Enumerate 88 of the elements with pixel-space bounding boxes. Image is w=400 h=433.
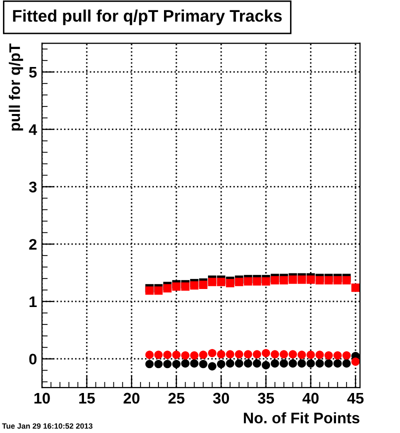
point	[145, 360, 154, 368]
x-tick-label: 20	[124, 392, 140, 404]
point	[324, 351, 333, 360]
point	[163, 350, 172, 359]
point	[342, 276, 351, 284]
point	[333, 359, 342, 368]
y-axis-title: pull for q/pT	[8, 43, 24, 131]
point	[262, 277, 270, 286]
point	[288, 359, 297, 368]
x-axis-title: No. of Fit Points	[244, 412, 360, 424]
point	[316, 359, 324, 368]
x-tick-label: 40	[302, 392, 319, 404]
point	[270, 350, 280, 358]
point	[216, 350, 226, 358]
point	[288, 350, 297, 358]
point	[262, 360, 270, 370]
point	[316, 350, 324, 359]
y-tick-label: 2	[29, 238, 37, 250]
point	[190, 359, 198, 368]
chart-title: Fitted pull for q/pT Primary Tracks	[13, 10, 282, 26]
point	[199, 350, 208, 359]
point	[154, 360, 163, 368]
point	[270, 276, 280, 284]
y-tick-label: 4	[28, 124, 38, 135]
point	[226, 350, 234, 358]
point	[351, 284, 360, 292]
point	[181, 359, 190, 368]
point	[154, 350, 163, 359]
point	[199, 360, 208, 368]
point	[208, 362, 216, 370]
x-tick-label: 25	[168, 392, 184, 404]
point	[244, 277, 252, 286]
x-tick-label: 35	[258, 392, 274, 404]
point	[216, 278, 226, 286]
point	[280, 350, 288, 358]
y-tick-label: 1	[30, 296, 37, 308]
point	[208, 348, 216, 358]
point	[154, 286, 163, 295]
point	[252, 350, 262, 358]
point	[190, 281, 198, 290]
point	[306, 276, 315, 284]
point	[270, 359, 280, 368]
point	[208, 278, 216, 286]
point	[280, 359, 288, 368]
point	[172, 360, 181, 368]
point	[262, 348, 270, 358]
point	[234, 278, 244, 286]
x-tick-label: 45	[347, 392, 364, 404]
point	[244, 350, 252, 358]
point	[324, 276, 333, 284]
y-tick-label: 3	[28, 182, 37, 192]
point	[234, 350, 244, 358]
point	[145, 286, 154, 295]
point	[226, 359, 234, 368]
point	[199, 280, 208, 290]
point	[252, 277, 262, 286]
x-tick-label: 15	[79, 392, 95, 404]
point	[298, 359, 306, 368]
point	[172, 350, 181, 359]
x-tick-label: 10	[34, 392, 50, 404]
point	[145, 350, 154, 359]
point	[172, 282, 181, 291]
point	[226, 278, 234, 288]
point	[333, 351, 342, 360]
point	[342, 359, 351, 368]
y-tick-label: 5	[29, 67, 37, 78]
point	[306, 350, 315, 359]
point	[163, 284, 172, 292]
point	[244, 359, 252, 368]
point	[298, 350, 306, 359]
x-tick-label: 30	[213, 392, 230, 404]
point	[234, 359, 244, 368]
point	[342, 351, 351, 360]
point	[351, 358, 360, 366]
point	[163, 360, 172, 368]
point	[333, 276, 342, 284]
point	[298, 276, 306, 284]
point	[280, 276, 288, 284]
point	[306, 359, 315, 368]
point	[316, 276, 324, 284]
point	[324, 359, 333, 368]
point	[288, 276, 297, 284]
point	[190, 351, 198, 360]
point	[252, 359, 262, 368]
point	[216, 360, 226, 368]
y-tick-label: 0	[29, 354, 37, 365]
point	[181, 282, 190, 291]
point	[181, 351, 190, 360]
